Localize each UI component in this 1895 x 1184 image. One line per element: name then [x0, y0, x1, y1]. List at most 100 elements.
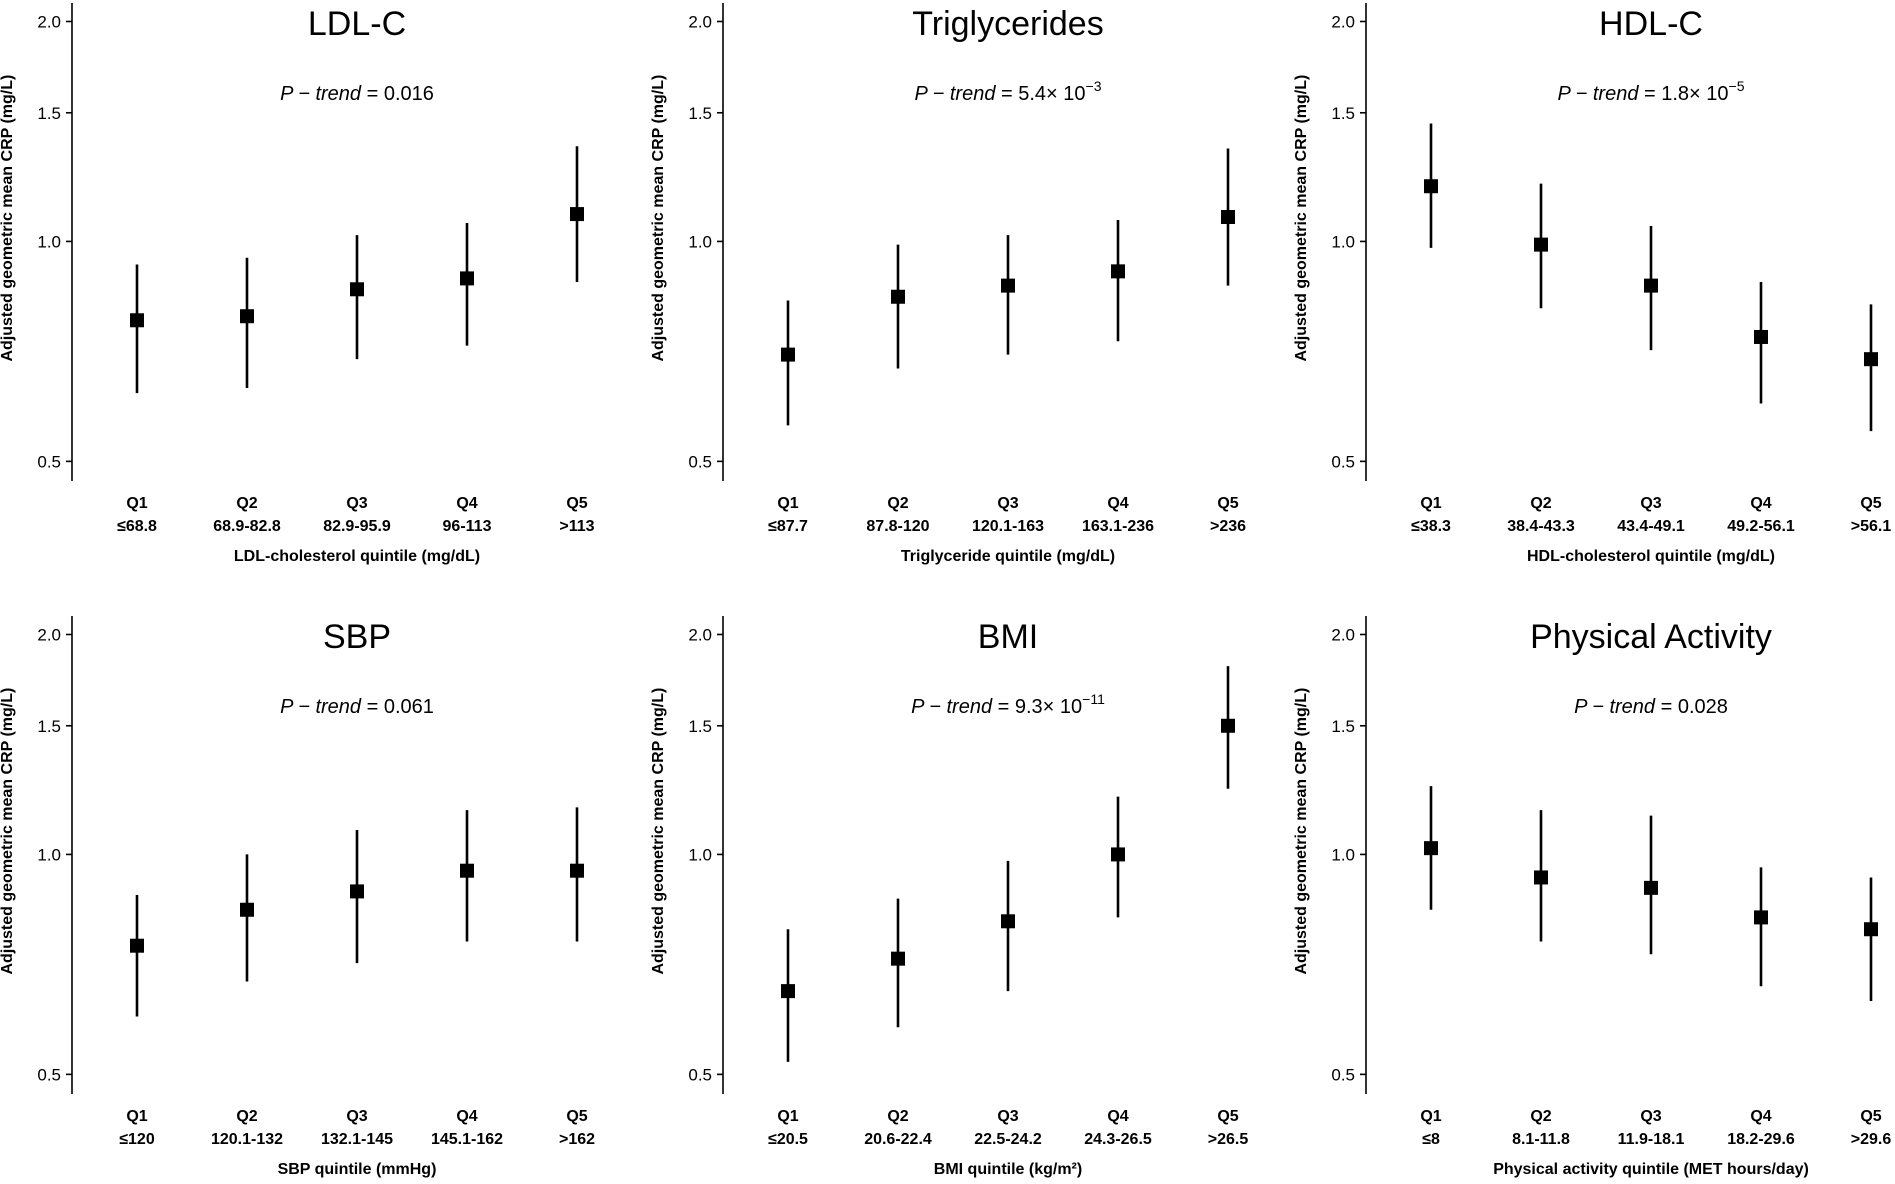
x-tick-range: ≤120 — [119, 1131, 155, 1148]
y-tick-label: 2.0 — [1331, 12, 1355, 31]
p-trend-annotation: P − trend = 1.8× 10−5 — [1557, 78, 1744, 105]
panel-title: HDL-C — [1599, 5, 1703, 43]
x-tick-label: Q4 — [1107, 495, 1128, 512]
panel-1: 0.5 1.0 1.5 2.0 Adjusted geometric mean CRP … — [0, 3, 595, 565]
x-tick-range: 43.4-49.1 — [1617, 518, 1685, 535]
data-point-q2 — [891, 951, 905, 966]
data-point-q5 — [1864, 352, 1878, 367]
y-axis-label: Adjusted geometric mean CRP (mg/L) — [0, 688, 16, 975]
y-tick-label: 1.0 — [688, 845, 712, 864]
x-tick-label: Q2 — [236, 1108, 257, 1125]
y-tick-label: 2.0 — [37, 625, 61, 644]
y-tick-label: 1.0 — [688, 232, 712, 251]
x-tick-label: Q2 — [887, 495, 908, 512]
x-tick-range: 96-113 — [443, 518, 492, 535]
y-tick-label: 0.5 — [37, 452, 61, 471]
p-trend-annotation: P − trend = 5.4× 10−3 — [914, 78, 1101, 105]
p-trend-exponent: −5 — [1729, 78, 1745, 94]
p-trend-value: 9.3× 10 — [1015, 696, 1082, 718]
data-point-q2 — [1534, 870, 1548, 885]
x-tick-label: Q1 — [777, 1108, 798, 1125]
p-trend-label: P − trend — [280, 83, 362, 105]
panel-title: BMI — [978, 618, 1038, 656]
y-tick-label: 1.0 — [37, 845, 61, 864]
data-point-q3 — [1644, 278, 1658, 293]
x-tick-label: Q5 — [566, 495, 587, 512]
data-point-q4 — [460, 271, 474, 286]
p-trend-equals: = — [992, 696, 1015, 718]
data-point-q4 — [1754, 910, 1768, 925]
y-tick-label: 0.5 — [688, 452, 712, 471]
data-point-q5 — [1221, 718, 1235, 733]
data-point-q2 — [1534, 237, 1548, 252]
data-point-q1 — [781, 347, 795, 362]
y-tick-label: 0.5 — [37, 1065, 61, 1084]
p-trend-value: 0.016 — [384, 83, 434, 105]
panel-5: 0.5 1.0 1.5 2.0 Adjusted geometric mean CRP … — [650, 616, 1248, 1178]
x-tick-label: Q5 — [1860, 1108, 1881, 1125]
x-tick-label: Q4 — [456, 1108, 477, 1125]
data-point-q4 — [1111, 847, 1125, 862]
x-tick-range: ≤68.8 — [117, 518, 157, 535]
x-tick-label: Q3 — [997, 495, 1018, 512]
panel-3: 0.5 1.0 1.5 2.0 Adjusted geometric mean CRP … — [1293, 3, 1891, 565]
x-tick-label: Q1 — [777, 495, 798, 512]
x-tick-range: 22.5-24.2 — [974, 1131, 1042, 1148]
p-trend-equals: = — [995, 83, 1018, 105]
x-tick-range: 18.2-29.6 — [1727, 1131, 1795, 1148]
p-trend-equals: = — [361, 696, 384, 718]
x-tick-range: 24.3-26.5 — [1084, 1131, 1152, 1148]
x-tick-label: Q2 — [1530, 1108, 1551, 1125]
y-tick-label: 1.5 — [688, 717, 712, 736]
x-tick-label: Q1 — [1420, 495, 1441, 512]
x-tick-range: >162 — [559, 1131, 595, 1148]
p-trend-annotation: P − trend = 0.061 — [280, 696, 434, 718]
x-tick-label: Q4 — [456, 495, 477, 512]
data-point-q1 — [1424, 841, 1438, 856]
data-point-q1 — [781, 984, 795, 999]
data-point-q3 — [1644, 880, 1658, 895]
x-axis-label: Triglyceride quintile (mg/dL) — [901, 548, 1115, 565]
x-tick-range: 132.1-145 — [321, 1131, 393, 1148]
x-tick-label: Q2 — [236, 495, 257, 512]
data-point-q5 — [570, 207, 584, 222]
panel-title: SBP — [323, 618, 391, 656]
x-tick-label: Q1 — [1420, 1108, 1441, 1125]
y-tick-label: 1.5 — [688, 104, 712, 123]
p-trend-value: 1.8× 10 — [1661, 83, 1728, 105]
p-trend-equals: = — [1655, 696, 1678, 718]
x-tick-label: Q3 — [1640, 1108, 1661, 1125]
x-tick-label: Q4 — [1750, 1108, 1771, 1125]
y-tick-label: 1.5 — [37, 717, 61, 736]
x-tick-range: >29.6 — [1851, 1131, 1892, 1148]
y-tick-label: 0.5 — [1331, 452, 1355, 471]
data-point-q2 — [240, 309, 254, 324]
x-tick-range: >56.1 — [1851, 518, 1892, 535]
data-point-q2 — [240, 902, 254, 917]
p-trend-equals: = — [361, 83, 384, 105]
x-tick-label: Q5 — [1217, 1108, 1238, 1125]
y-axis-label: Adjusted geometric mean CRP (mg/L) — [1293, 688, 1310, 975]
p-trend-value: 5.4× 10 — [1018, 83, 1085, 105]
y-axis-label: Adjusted geometric mean CRP (mg/L) — [650, 688, 667, 975]
x-tick-label: Q4 — [1750, 495, 1771, 512]
x-tick-range: >113 — [559, 518, 594, 535]
x-tick-label: Q4 — [1107, 1108, 1128, 1125]
x-axis-label: Physical activity quintile (MET hours/da… — [1493, 1161, 1809, 1178]
data-point-q3 — [350, 282, 364, 297]
y-tick-label: 1.0 — [1331, 232, 1355, 251]
panel-title: LDL-C — [308, 5, 406, 43]
data-point-q1 — [130, 313, 144, 328]
x-tick-label: Q2 — [1530, 495, 1551, 512]
x-axis-label: BMI quintile (kg/m²) — [934, 1161, 1082, 1178]
x-tick-label: Q1 — [126, 1108, 147, 1125]
x-tick-label: Q3 — [346, 1108, 367, 1125]
y-tick-label: 0.5 — [688, 1065, 712, 1084]
data-point-q4 — [1754, 329, 1768, 344]
p-trend-value: 0.061 — [384, 696, 434, 718]
p-trend-annotation: P − trend = 0.028 — [1574, 696, 1728, 718]
p-trend-annotation: P − trend = 0.016 — [280, 83, 434, 105]
data-point-q3 — [1001, 914, 1015, 929]
p-trend-label: P − trend — [280, 696, 362, 718]
